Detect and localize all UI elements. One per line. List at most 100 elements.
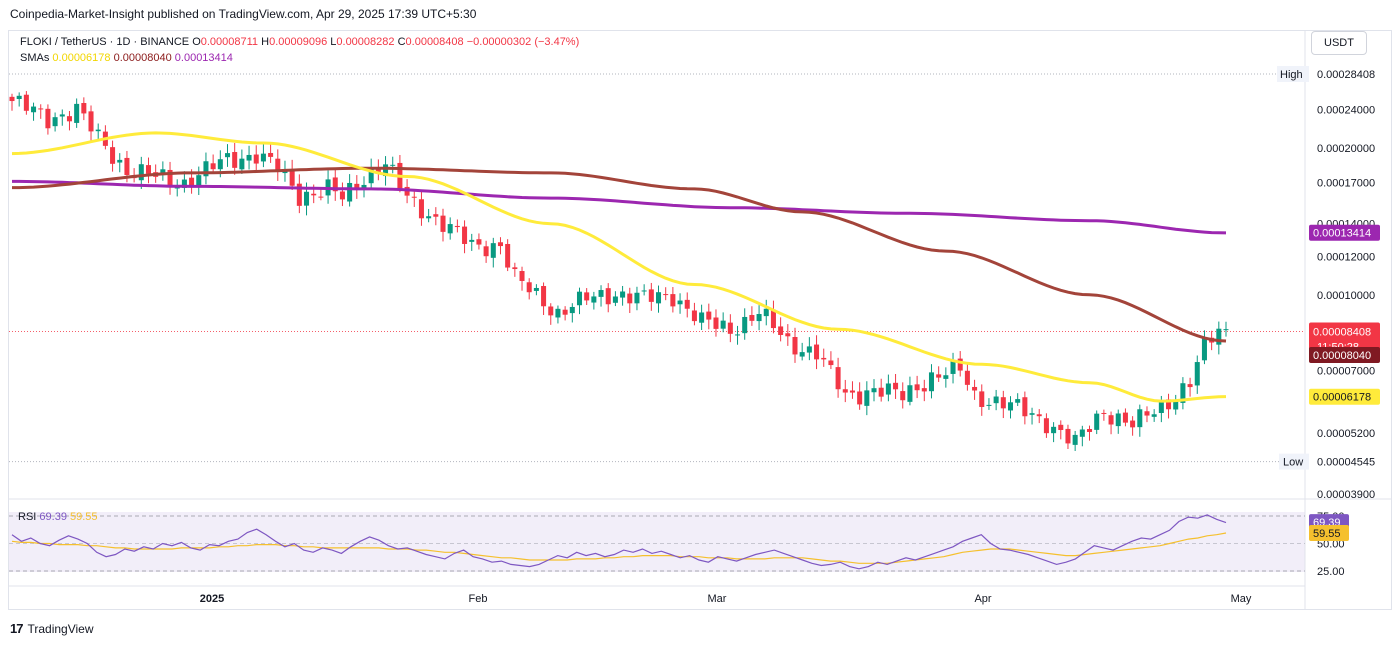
candle-body [957,358,963,371]
candle-body [778,326,784,335]
candle-body [433,214,439,217]
low-label: L [330,36,337,48]
sma1-line [11,131,1227,403]
candle-body [239,158,245,170]
candle-body [476,239,482,245]
candle-body [38,108,44,110]
candle-body [354,183,360,190]
currency-button[interactable]: USDT [1311,31,1367,55]
candle-body [598,290,604,297]
candle-body [821,357,827,360]
candle-body [375,167,381,174]
candle-body [246,154,252,161]
candle-body [663,294,669,296]
candle-body [799,352,805,357]
candle-body [950,360,956,374]
candle-body [1043,418,1049,434]
sma-label[interactable]: SMAs [20,52,50,64]
price-axis-label: 0.00007000 [1317,365,1375,377]
candle-body [16,95,22,100]
candle-body [541,286,547,307]
candle-body [835,367,841,390]
candle-body [203,161,209,177]
candle-body [311,193,317,196]
candle-body [31,106,37,113]
high-label: H [261,36,270,48]
candle-body [145,165,151,174]
candle-body [842,389,848,393]
candle-body [1130,420,1136,428]
candle-body [260,153,266,162]
publisher-line: Coinpedia-Market-Insight published on Tr… [10,7,477,21]
rsi-value: 69.39 [39,511,67,523]
candle-body [1058,424,1064,431]
candle-body [655,292,662,304]
candle-body [792,337,798,355]
candle-body [232,152,238,168]
candle-body [1108,415,1114,425]
candle-body [533,287,539,291]
low-tag-label: Low [1283,457,1303,469]
change-value: −0.00000302 (−3.47%) [466,36,580,48]
candle-body [814,344,820,360]
candle-body [1101,412,1107,414]
candle-body [1079,429,1085,437]
candle-body [1144,411,1150,416]
sma3-tag-text: 0.00013414 [1313,228,1371,240]
candle-body [936,374,942,378]
candle-body [1166,399,1172,410]
candle-body [1087,429,1093,432]
candle-body [706,311,712,320]
candle-body [907,385,913,402]
candle-body [138,164,144,181]
candle-body [268,152,274,157]
price-axis-label: 0.00003900 [1317,489,1375,501]
low-tag-value: 0.00004545 [1317,457,1375,469]
candle-body [52,117,58,127]
candle-body [411,196,417,198]
candle-body [95,129,101,132]
candle-body [296,183,302,206]
rsi-band [9,512,1305,572]
tradingview-logo[interactable]: 17 TradingView [10,621,94,636]
candle-body [763,308,769,317]
time-axis-label: Apr [974,593,991,605]
candle-body [749,315,755,321]
price-axis-label: 0.00010000 [1317,290,1375,302]
open-label: O [192,36,201,48]
sma1-value: 0.00006178 [52,52,111,64]
price-axis-label: 0.00012000 [1317,251,1375,263]
candle-body [720,320,726,329]
candle-body [189,177,195,187]
candle-body [117,159,123,163]
sma3-line [12,179,1227,235]
price-axis-label: 0.00017000 [1317,178,1375,190]
sma2-line [12,166,1227,343]
candle-body [691,310,697,322]
rsi-ma-line [11,532,1227,564]
candle-body [1216,328,1222,345]
candle-body [1158,401,1164,413]
candle-body [627,293,633,304]
candle-body [864,390,870,406]
rsi-label[interactable]: RSI [18,511,37,523]
candle-body [1036,414,1042,417]
candle-body [1015,399,1021,403]
candle-body [893,382,899,390]
candle-body [304,191,310,206]
candle-body [490,243,496,258]
candle-body [66,116,72,122]
high-tag-label: High [1280,69,1303,81]
symbol-title[interactable]: FLOKI / TetherUS · 1D · BINANCE [20,36,190,48]
candle-body [591,296,597,303]
time-axis-label: May [1231,593,1252,605]
sma3-value: 0.00013414 [174,52,233,64]
high-tag-bg [1277,66,1309,82]
candle-body [612,296,618,303]
candle-body [1022,397,1028,417]
rsi-ma-tag [1309,524,1349,541]
rsi-axis-label: 50.00 [1317,539,1345,551]
candle-body [339,191,345,200]
candle-body [497,242,503,247]
